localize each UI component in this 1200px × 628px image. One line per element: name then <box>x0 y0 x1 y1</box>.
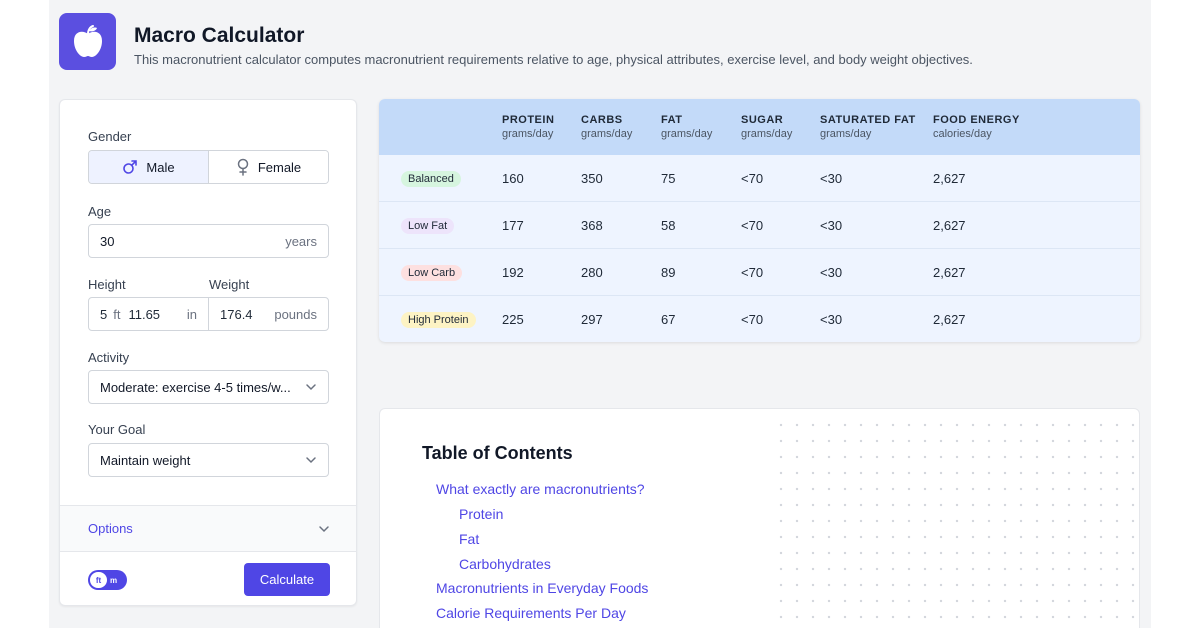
column-header-protein: PROTEIN grams/day <box>502 114 555 140</box>
page-title: Macro Calculator <box>134 24 305 47</box>
activity-value: Moderate: exercise 4-5 times/w... <box>100 379 291 395</box>
table-cell: 58 <box>661 218 676 233</box>
table-row: High Protein 225 297 67 <70 <30 2,627 <box>379 296 1140 342</box>
age-value: 30 <box>100 233 115 249</box>
unit-system-toggle[interactable]: ft m <box>88 570 127 590</box>
activity-label: Activity <box>88 350 130 365</box>
table-cell: <30 <box>820 265 843 280</box>
calculate-button[interactable]: Calculate <box>244 563 330 596</box>
chevron-down-icon <box>306 384 316 391</box>
weight-unit: pounds <box>274 306 317 322</box>
height-inches-value: 11.65 <box>128 306 161 322</box>
toc-link-everyday-foods[interactable]: Macronutrients in Everyday Foods <box>436 580 649 596</box>
table-cell: 2,627 <box>933 265 966 280</box>
unit-toggle-other: m <box>110 575 118 585</box>
column-header-sugar: SUGAR grams/day <box>741 114 793 140</box>
table-cell: <70 <box>741 265 764 280</box>
toc-link-carbohydrates[interactable]: Carbohydrates <box>459 556 551 572</box>
table-cell: 297 <box>581 312 603 327</box>
age-input[interactable]: 30 years <box>88 224 329 258</box>
table-cell: 160 <box>502 171 524 186</box>
gender-male-label: Male <box>146 159 175 175</box>
toc-title: Table of Contents <box>422 443 573 463</box>
goal-value: Maintain weight <box>100 452 191 468</box>
table-cell: 75 <box>661 171 676 186</box>
weight-value: 176.4 <box>220 306 253 322</box>
table-row: Low Fat 177 368 58 <70 <30 2,627 <box>379 202 1140 249</box>
diet-badge-balanced: Balanced <box>401 171 461 187</box>
height-inches-unit: in <box>186 306 197 322</box>
age-label: Age <box>88 204 112 219</box>
options-label: Options <box>88 521 133 536</box>
unit-toggle-selected: ft <box>90 572 107 588</box>
height-weight-inputs: 5 ft 11.65 in 176.4 pounds <box>88 297 329 331</box>
table-of-contents: Table of Contents What exactly are macro… <box>379 408 1140 628</box>
app-logo <box>59 13 116 70</box>
table-cell: <70 <box>741 218 764 233</box>
table-cell: <70 <box>741 312 764 327</box>
diet-badge-low-carb: Low Carb <box>401 265 463 281</box>
calculator-form: Gender Male Female Age 30 years Height W… <box>59 99 357 606</box>
column-header-fat: FAT grams/day <box>661 114 713 140</box>
table-row: Balanced 160 350 75 <70 <30 2,627 <box>379 155 1140 202</box>
toc-link-protein[interactable]: Protein <box>459 506 504 522</box>
table-cell: 192 <box>502 265 524 280</box>
table-cell: 350 <box>581 171 603 186</box>
chevron-down-icon <box>306 457 316 464</box>
height-input[interactable]: 5 ft 11.65 in <box>89 298 208 330</box>
dot-pattern-decoration <box>773 417 1139 628</box>
goal-select[interactable]: Maintain weight <box>88 443 329 477</box>
male-symbol-icon <box>123 160 138 174</box>
table-cell: 280 <box>581 265 603 280</box>
gender-selector: Male Female <box>88 150 329 184</box>
toc-link-fat[interactable]: Fat <box>459 531 480 547</box>
table-cell: <30 <box>820 312 843 327</box>
gender-female-button[interactable]: Female <box>208 151 328 183</box>
table-cell: <30 <box>820 218 843 233</box>
table-cell: 225 <box>502 312 524 327</box>
diet-badge-low-fat: Low Fat <box>401 218 455 234</box>
toc-link-calorie-requirements[interactable]: Calorie Requirements Per Day <box>436 605 626 621</box>
table-row: Low Carb 192 280 89 <70 <30 2,627 <box>379 249 1140 296</box>
weight-input[interactable]: 176.4 pounds <box>208 298 328 330</box>
options-toggle-row[interactable]: Options <box>60 505 356 552</box>
gender-male-button[interactable]: Male <box>89 151 208 183</box>
column-header-carbs: CARBS grams/day <box>581 114 633 140</box>
goal-label: Your Goal <box>88 422 146 437</box>
activity-select[interactable]: Moderate: exercise 4-5 times/w... <box>88 370 329 404</box>
column-header-saturated-fat: SATURATED FAT grams/day <box>820 114 916 140</box>
table-cell: 2,627 <box>933 218 966 233</box>
results-table: PROTEIN grams/day CARBS grams/day FAT grams… <box>379 99 1140 342</box>
table-cell: 89 <box>661 265 676 280</box>
height-feet-unit: ft <box>113 306 121 322</box>
table-cell: 368 <box>581 218 603 233</box>
column-header-food-energy: FOOD ENERGY calories/day <box>933 114 1020 140</box>
weight-label: Weight <box>209 277 250 292</box>
table-cell: <70 <box>741 171 764 186</box>
age-unit: years <box>285 233 317 249</box>
toc-link-macronutrients[interactable]: What exactly are macronutrients? <box>436 481 645 497</box>
apple-icon <box>73 24 102 57</box>
results-table-header: PROTEIN grams/day CARBS grams/day FAT grams… <box>379 99 1140 155</box>
female-symbol-icon <box>237 158 249 176</box>
gender-label: Gender <box>88 129 132 144</box>
table-cell: 2,627 <box>933 312 966 327</box>
gender-female-label: Female <box>257 159 302 175</box>
height-label: Height <box>88 277 126 292</box>
height-feet-value: 5 <box>100 306 108 322</box>
table-cell: <30 <box>820 171 843 186</box>
diet-badge-high-protein: High Protein <box>401 312 476 328</box>
table-cell: 67 <box>661 312 676 327</box>
table-cell: 177 <box>502 218 524 233</box>
chevron-down-icon <box>319 525 329 532</box>
table-cell: 2,627 <box>933 171 966 186</box>
page-subtitle: This macronutrient calculator computes m… <box>134 52 973 67</box>
